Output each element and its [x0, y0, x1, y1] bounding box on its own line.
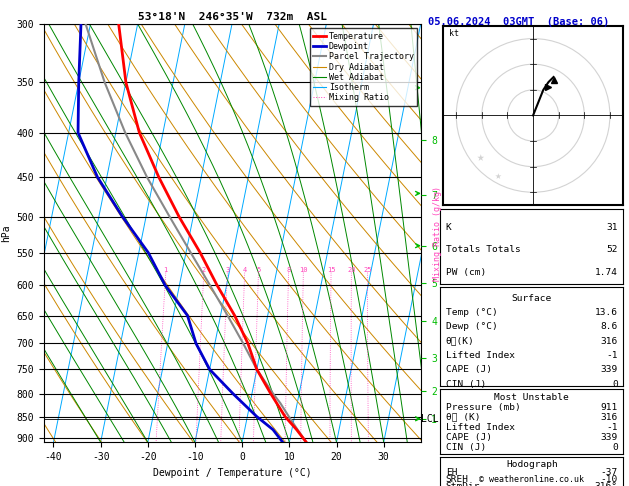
Text: Hodograph: Hodograph	[506, 460, 558, 469]
Text: 316: 316	[601, 413, 618, 422]
X-axis label: Dewpoint / Temperature (°C): Dewpoint / Temperature (°C)	[153, 468, 312, 478]
Text: SREH: SREH	[446, 475, 469, 484]
Text: θᴇ(K): θᴇ(K)	[446, 336, 474, 346]
Text: CAPE (J): CAPE (J)	[446, 365, 492, 374]
Text: CAPE (J): CAPE (J)	[446, 433, 492, 442]
Text: 2: 2	[202, 267, 206, 273]
Text: Mixing Ratio (g/kg): Mixing Ratio (g/kg)	[433, 186, 442, 281]
Text: 339: 339	[601, 433, 618, 442]
Text: 8: 8	[286, 267, 291, 273]
Text: Surface: Surface	[512, 294, 552, 303]
Text: 5: 5	[257, 267, 260, 273]
Text: ★: ★	[494, 172, 501, 181]
Text: LCL: LCL	[421, 414, 439, 424]
Text: -1: -1	[606, 351, 618, 360]
Text: 1.74: 1.74	[595, 268, 618, 277]
Text: 3: 3	[225, 267, 230, 273]
Text: 13.6: 13.6	[595, 308, 618, 317]
Text: EH: EH	[446, 468, 457, 477]
Y-axis label: hPa: hPa	[1, 225, 11, 242]
Text: 316: 316	[601, 336, 618, 346]
Text: 0: 0	[612, 380, 618, 389]
Legend: Temperature, Dewpoint, Parcel Trajectory, Dry Adiabat, Wet Adiabat, Isotherm, Mi: Temperature, Dewpoint, Parcel Trajectory…	[309, 29, 417, 105]
Text: 911: 911	[601, 402, 618, 412]
Text: 10: 10	[299, 267, 308, 273]
Text: 31: 31	[606, 223, 618, 231]
Text: © weatheronline.co.uk: © weatheronline.co.uk	[479, 474, 584, 484]
Text: -1: -1	[606, 423, 618, 432]
Text: 05.06.2024  03GMT  (Base: 06): 05.06.2024 03GMT (Base: 06)	[428, 17, 610, 27]
Text: 8.6: 8.6	[601, 322, 618, 331]
Text: kt: kt	[448, 29, 459, 38]
Text: Pressure (mb): Pressure (mb)	[446, 402, 521, 412]
Y-axis label: km
ASL: km ASL	[443, 225, 464, 242]
Text: 20: 20	[347, 267, 355, 273]
Text: Totals Totals: Totals Totals	[446, 245, 521, 254]
Text: -10: -10	[601, 475, 618, 484]
Text: 25: 25	[363, 267, 372, 273]
Text: Lifted Index: Lifted Index	[446, 351, 515, 360]
Text: 316°: 316°	[595, 483, 618, 486]
Text: PW (cm): PW (cm)	[446, 268, 486, 277]
Text: 4: 4	[243, 267, 247, 273]
Text: Temp (°C): Temp (°C)	[446, 308, 498, 317]
Text: θᴇ (K): θᴇ (K)	[446, 413, 481, 422]
Text: CIN (J): CIN (J)	[446, 380, 486, 389]
Text: Most Unstable: Most Unstable	[494, 393, 569, 402]
Text: StmDir: StmDir	[446, 483, 481, 486]
Text: Dewp (°C): Dewp (°C)	[446, 322, 498, 331]
Text: 15: 15	[327, 267, 335, 273]
Text: CIN (J): CIN (J)	[446, 443, 486, 452]
Text: Lifted Index: Lifted Index	[446, 423, 515, 432]
Title: 53°18'N  246°35'W  732m  ASL: 53°18'N 246°35'W 732m ASL	[138, 12, 327, 22]
Text: 0: 0	[612, 443, 618, 452]
Text: 1: 1	[164, 267, 168, 273]
Text: 52: 52	[606, 245, 618, 254]
Text: -37: -37	[601, 468, 618, 477]
Text: 339: 339	[601, 365, 618, 374]
Text: ★: ★	[477, 152, 484, 165]
Text: K: K	[446, 223, 452, 231]
